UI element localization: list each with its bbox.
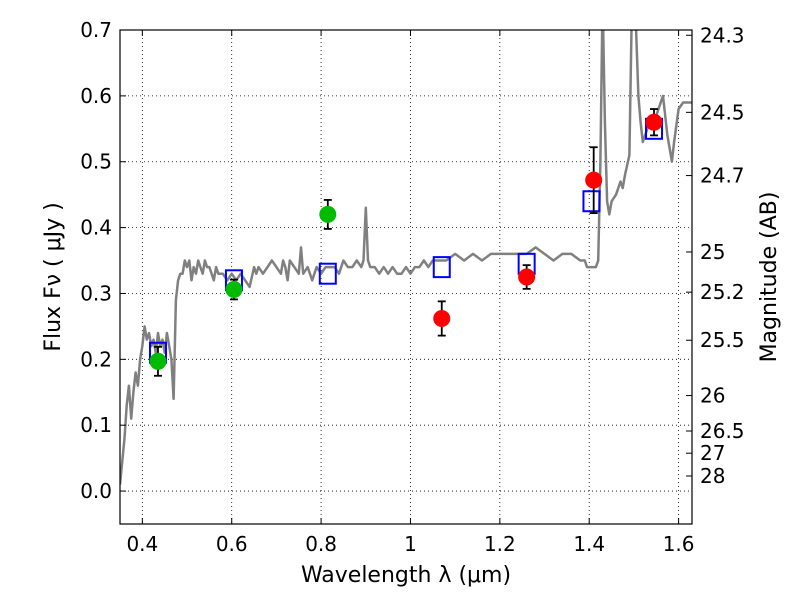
x-tick-label: 1.4	[573, 532, 605, 556]
y-tick-label: 0.0	[80, 479, 112, 503]
y-axis-label: Flux Fν ( μJy )	[41, 202, 66, 351]
x-tick-label: 1	[404, 532, 417, 556]
observed-flux-point	[585, 171, 603, 189]
model-flux-box	[318, 262, 337, 285]
model-flux-box	[432, 256, 451, 279]
observed-flux-point	[149, 352, 167, 370]
magnitude-tick-label: 25.2	[700, 280, 745, 304]
magnitude-tick-label: 24.3	[700, 23, 745, 47]
plot-frame	[119, 29, 693, 525]
y-tick-label: 0.1	[80, 413, 112, 437]
observed-flux-point	[225, 281, 243, 299]
model-flux-box	[582, 190, 601, 213]
magnitude-axis-label: Magnitude (AB)	[757, 192, 782, 363]
x-tick-label: 0.4	[126, 532, 158, 556]
magnitude-tick-label: 25.5	[700, 328, 745, 352]
y-tick-label: 0.2	[80, 347, 112, 371]
x-tick-label: 1.2	[484, 532, 516, 556]
y-tick-label: 0.6	[80, 84, 112, 108]
magnitude-tick-label: 24.7	[700, 164, 745, 188]
y-tick-label: 0.7	[80, 18, 112, 42]
x-tick-label: 0.6	[216, 532, 248, 556]
x-axis-ticks: 0.4 0.6 0.8 1 1.2 1.4 1.6	[126, 30, 695, 556]
grid-lines	[120, 29, 692, 524]
markers-layer	[148, 108, 664, 377]
x-axis-label: Wavelength λ (μm)	[301, 563, 511, 588]
magnitude-tick-label: 24.5	[700, 100, 745, 124]
x-tick-label: 1.6	[663, 532, 695, 556]
magnitude-tick-label: 26	[700, 384, 725, 408]
y-tick-label: 0.5	[80, 150, 112, 174]
observed-flux-point	[319, 205, 337, 223]
observed-flux-point	[518, 268, 536, 286]
magnitude-tick-label: 26.5	[700, 419, 745, 443]
magnitude-tick-label: 25	[700, 240, 725, 264]
magnitude-tick-label: 27	[700, 441, 725, 465]
y-tick-label: 0.3	[80, 281, 112, 305]
observed-flux-point	[433, 309, 451, 327]
x-tick-label: 0.8	[305, 532, 337, 556]
y-axis-ticks: 0.0 0.1 0.2 0.3 0.4 0.5 0.6 0.7	[80, 18, 126, 503]
spectrum-layer	[120, 30, 692, 485]
y-tick-label: 0.4	[80, 216, 112, 240]
model-spectrum-line	[120, 30, 692, 485]
magnitude-tick-label: 28	[700, 464, 725, 488]
observed-flux-point	[645, 113, 663, 131]
